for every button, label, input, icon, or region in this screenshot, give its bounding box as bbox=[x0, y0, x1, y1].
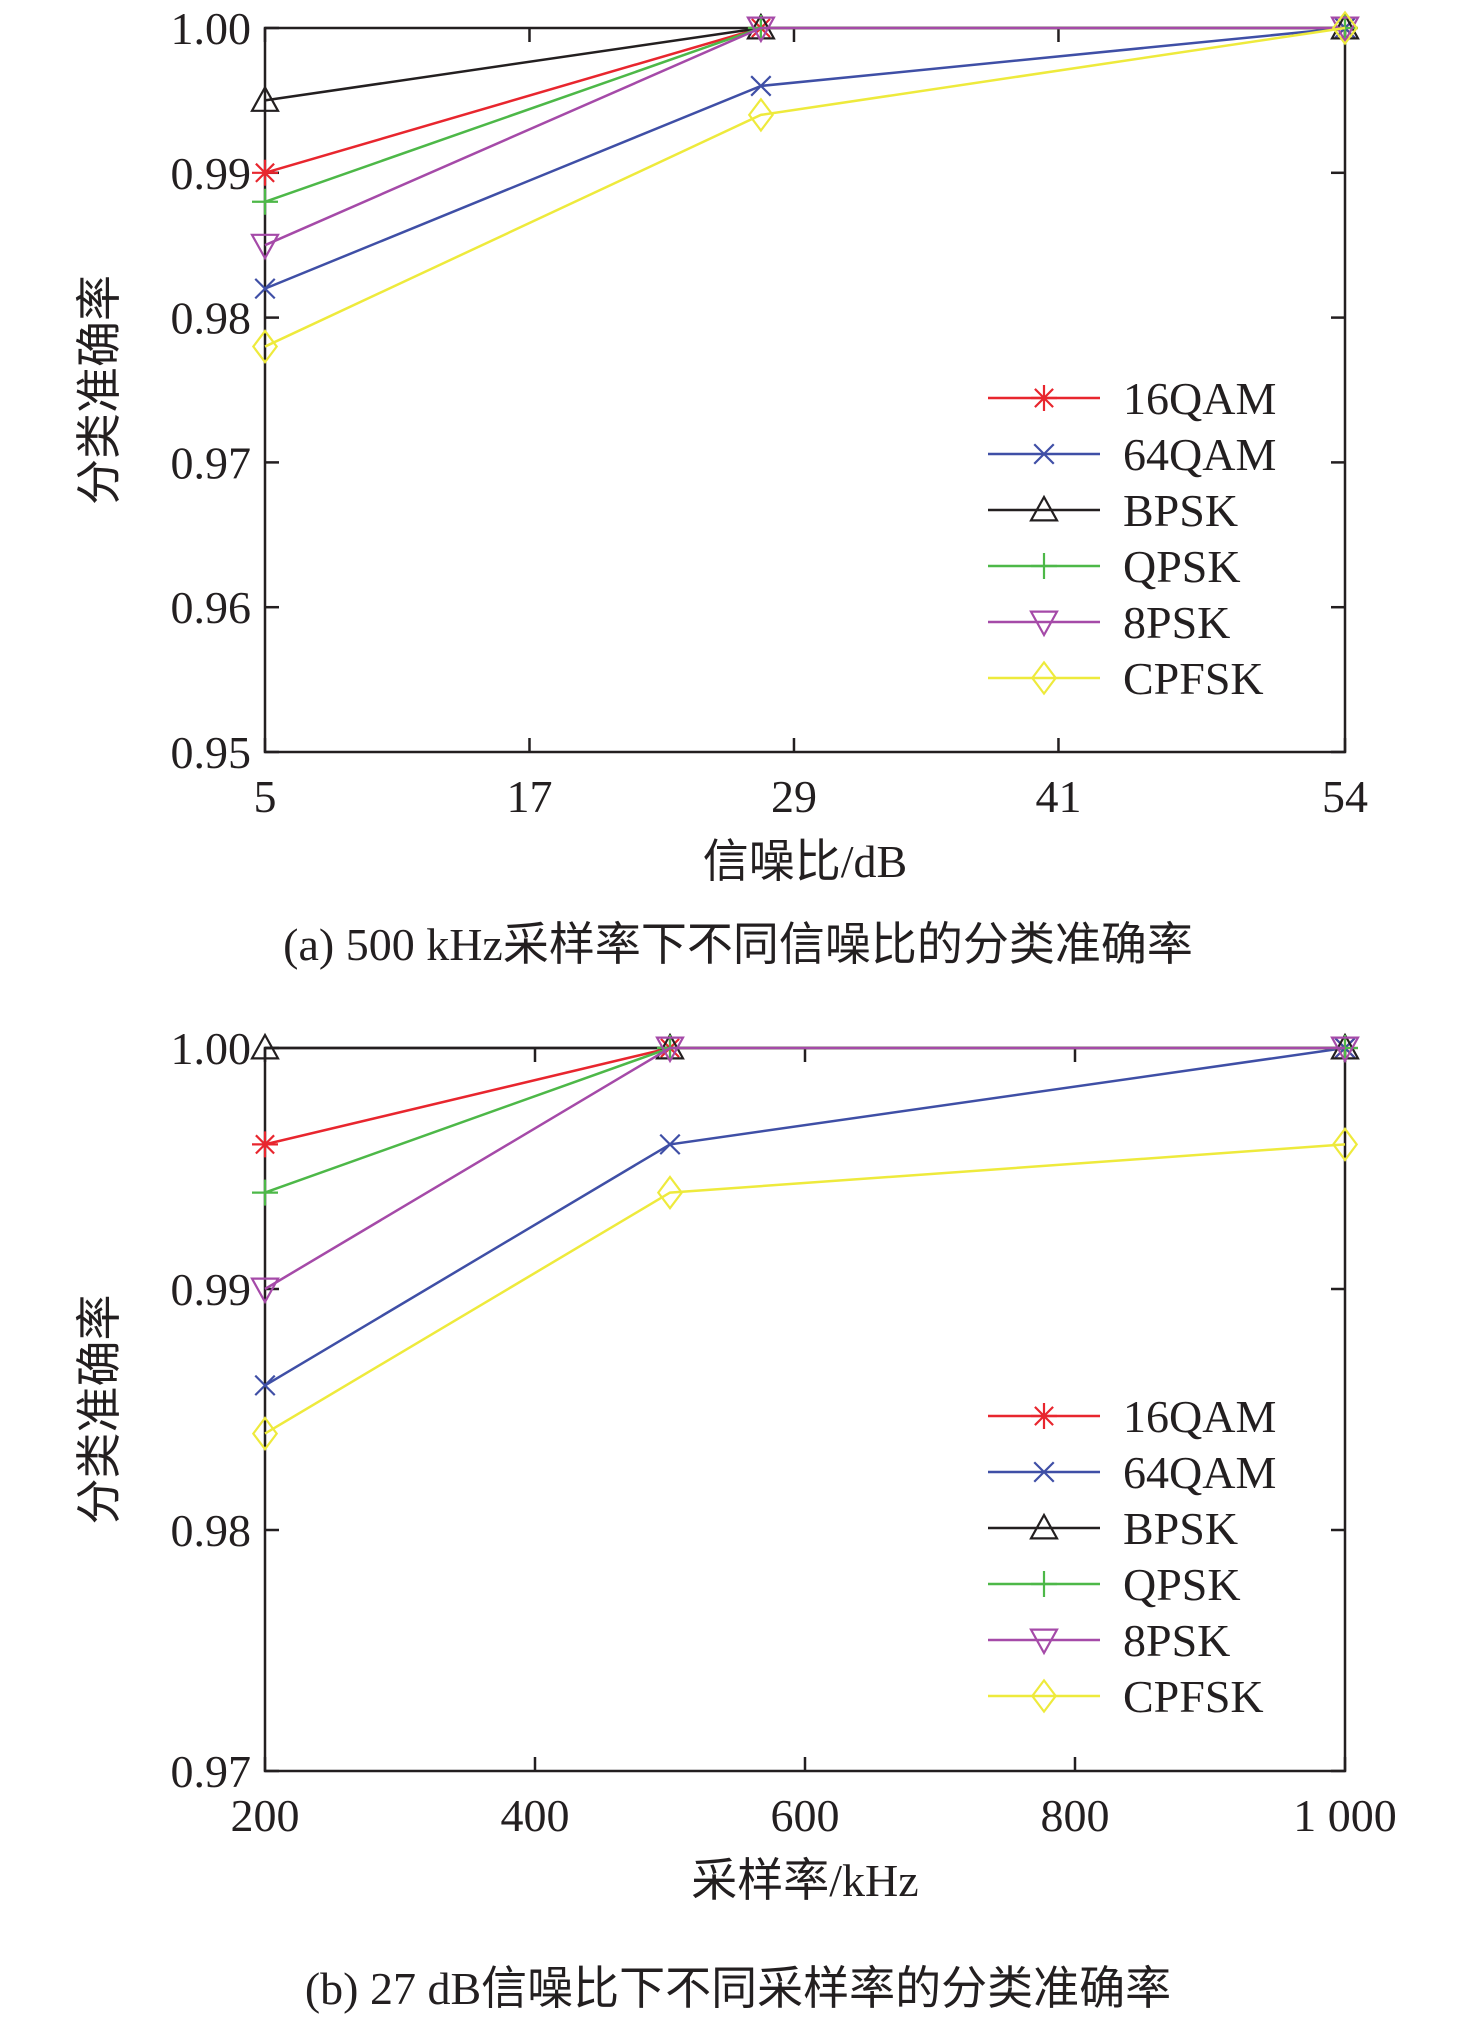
series-line-8PSK bbox=[264, 1046, 1345, 1291]
series-QPSK bbox=[252, 15, 1358, 215]
data-point-8PSK bbox=[746, 16, 776, 44]
data-point-16QAM bbox=[252, 159, 278, 186]
legend-marker bbox=[1031, 385, 1057, 411]
x-axis-title: 信噪比/dB bbox=[703, 836, 907, 887]
legend-label: CPFSK bbox=[1123, 653, 1264, 704]
x-tick-label: 400 bbox=[501, 1790, 570, 1841]
data-point-QPSK bbox=[252, 188, 278, 215]
legend-label: BPSK bbox=[1123, 1503, 1238, 1554]
data-point-64QAM bbox=[254, 1374, 276, 1396]
series-BPSK bbox=[250, 12, 1360, 112]
legend-marker bbox=[1030, 1678, 1058, 1714]
y-axis-title: 分类准确率 bbox=[74, 1295, 125, 1525]
x-tick-label: 54 bbox=[1322, 771, 1368, 822]
legend-label: QPSK bbox=[1123, 1559, 1241, 1610]
series-line-CPFSK bbox=[264, 1143, 1346, 1435]
y-tick-label: 0.96 bbox=[171, 582, 252, 633]
y-tick-label: 0.97 bbox=[171, 437, 252, 488]
series-line-64QAM bbox=[264, 1046, 1346, 1387]
legend-label: QPSK bbox=[1123, 541, 1241, 592]
y-tick-label: 1.00 bbox=[171, 1023, 252, 1074]
data-point-CPFSK bbox=[747, 97, 774, 133]
series-line-QPSK bbox=[264, 1046, 1345, 1194]
legend-marker bbox=[1029, 1628, 1059, 1656]
y-tick-label: 1.00 bbox=[171, 3, 252, 54]
x-tick-label: 600 bbox=[771, 1790, 840, 1841]
series-line-QPSK bbox=[264, 26, 1345, 203]
y-tick-label: 0.95 bbox=[171, 727, 252, 778]
data-point-BPSK bbox=[250, 85, 280, 112]
x-tick-label: 1 000 bbox=[1293, 1790, 1397, 1841]
data-point-64QAM bbox=[254, 278, 276, 300]
series-line-BPSK bbox=[264, 26, 1345, 102]
x-tick-label: 29 bbox=[771, 771, 817, 822]
x-axis-title: 采样率/kHz bbox=[691, 1855, 918, 1906]
series-CPFSK bbox=[251, 10, 1359, 364]
data-point-BPSK bbox=[250, 1032, 280, 1060]
x-tick-label: 41 bbox=[1035, 771, 1081, 822]
x-tick-label: 5 bbox=[254, 771, 277, 822]
legend-label: 64QAM bbox=[1123, 1447, 1276, 1498]
caption-a: (a) 500 kHz采样率下不同信噪比的分类准确率 bbox=[283, 919, 1193, 970]
legend-label: BPSK bbox=[1123, 485, 1238, 536]
y-tick-label: 0.99 bbox=[171, 148, 252, 199]
legend-label: 64QAM bbox=[1123, 429, 1276, 480]
data-point-QPSK bbox=[252, 1179, 278, 1206]
x-tick-label: 200 bbox=[231, 1790, 300, 1841]
legend-marker bbox=[1029, 1512, 1059, 1540]
chart-a: 0.95 0.96 0.97 0.98 0.99 1.00 5 17 29 41 54 信噪比/dB 分… bbox=[74, 3, 1368, 887]
y-axis-title: 分类准确率 bbox=[74, 275, 125, 505]
legend-label: 16QAM bbox=[1123, 1391, 1276, 1442]
legend-marker bbox=[1031, 1571, 1057, 1597]
series-line-64QAM bbox=[264, 26, 1346, 290]
x-tick-label: 17 bbox=[506, 771, 552, 822]
data-point-CPFSK bbox=[656, 1175, 684, 1211]
figure-a: 0.95 0.96 0.97 0.98 0.99 1.00 5 17 29 41 54 信噪比/dB 分… bbox=[0, 0, 1476, 990]
legend-marker bbox=[1029, 494, 1059, 522]
y-tick-label: 0.98 bbox=[171, 1505, 252, 1556]
legend-label: 16QAM bbox=[1123, 373, 1276, 424]
legend-marker bbox=[1033, 1461, 1055, 1483]
series-line-CPFSK bbox=[264, 26, 1346, 348]
figure-b: 0.97 0.98 0.99 1.00 200 400 600 800 1 000 采样率/kHz… bbox=[0, 1000, 1476, 2014]
series-16QAM bbox=[252, 15, 1358, 186]
data-point-64QAM bbox=[750, 75, 772, 97]
series-64QAM bbox=[254, 17, 1356, 300]
series-line-16QAM bbox=[264, 26, 1345, 174]
data-point-CPFSK bbox=[1331, 1126, 1359, 1162]
data-point-64QAM bbox=[659, 1133, 681, 1155]
x-tick-label: 800 bbox=[1041, 1790, 1110, 1841]
series-line-16QAM bbox=[264, 1046, 1345, 1146]
legend-label: 8PSK bbox=[1123, 597, 1230, 648]
legend-label: 8PSK bbox=[1123, 1615, 1230, 1666]
data-point-8PSK bbox=[1330, 1036, 1360, 1064]
y-tick-label: 0.99 bbox=[171, 1264, 252, 1315]
y-tick-label: 0.98 bbox=[171, 293, 252, 344]
data-point-CPFSK bbox=[251, 329, 279, 364]
data-point-CPFSK bbox=[1331, 10, 1359, 46]
data-point-8PSK bbox=[655, 1036, 685, 1064]
data-point-8PSK bbox=[250, 1277, 280, 1305]
legend-marker bbox=[1030, 660, 1058, 696]
data-point-8PSK bbox=[250, 233, 280, 261]
legend-label: CPFSK bbox=[1123, 1671, 1264, 1722]
series-8PSK bbox=[250, 16, 1360, 261]
data-point-16QAM bbox=[252, 1131, 278, 1158]
series-line-8PSK bbox=[264, 26, 1345, 247]
caption-b: (b) 27 dB信噪比下不同采样率的分类准确率 bbox=[304, 1963, 1172, 2014]
legend-marker bbox=[1031, 1403, 1057, 1429]
series-CPFSK bbox=[251, 1126, 1359, 1452]
series-8PSK bbox=[250, 1036, 1360, 1305]
legend-marker bbox=[1033, 443, 1055, 465]
chart-b: 0.97 0.98 0.99 1.00 200 400 600 800 1 000 采样率/kHz… bbox=[74, 1023, 1397, 1906]
y-tick-label: 0.97 bbox=[171, 1746, 252, 1797]
data-point-CPFSK bbox=[251, 1416, 279, 1452]
legend-marker bbox=[1029, 610, 1059, 638]
legend-marker bbox=[1031, 553, 1057, 579]
